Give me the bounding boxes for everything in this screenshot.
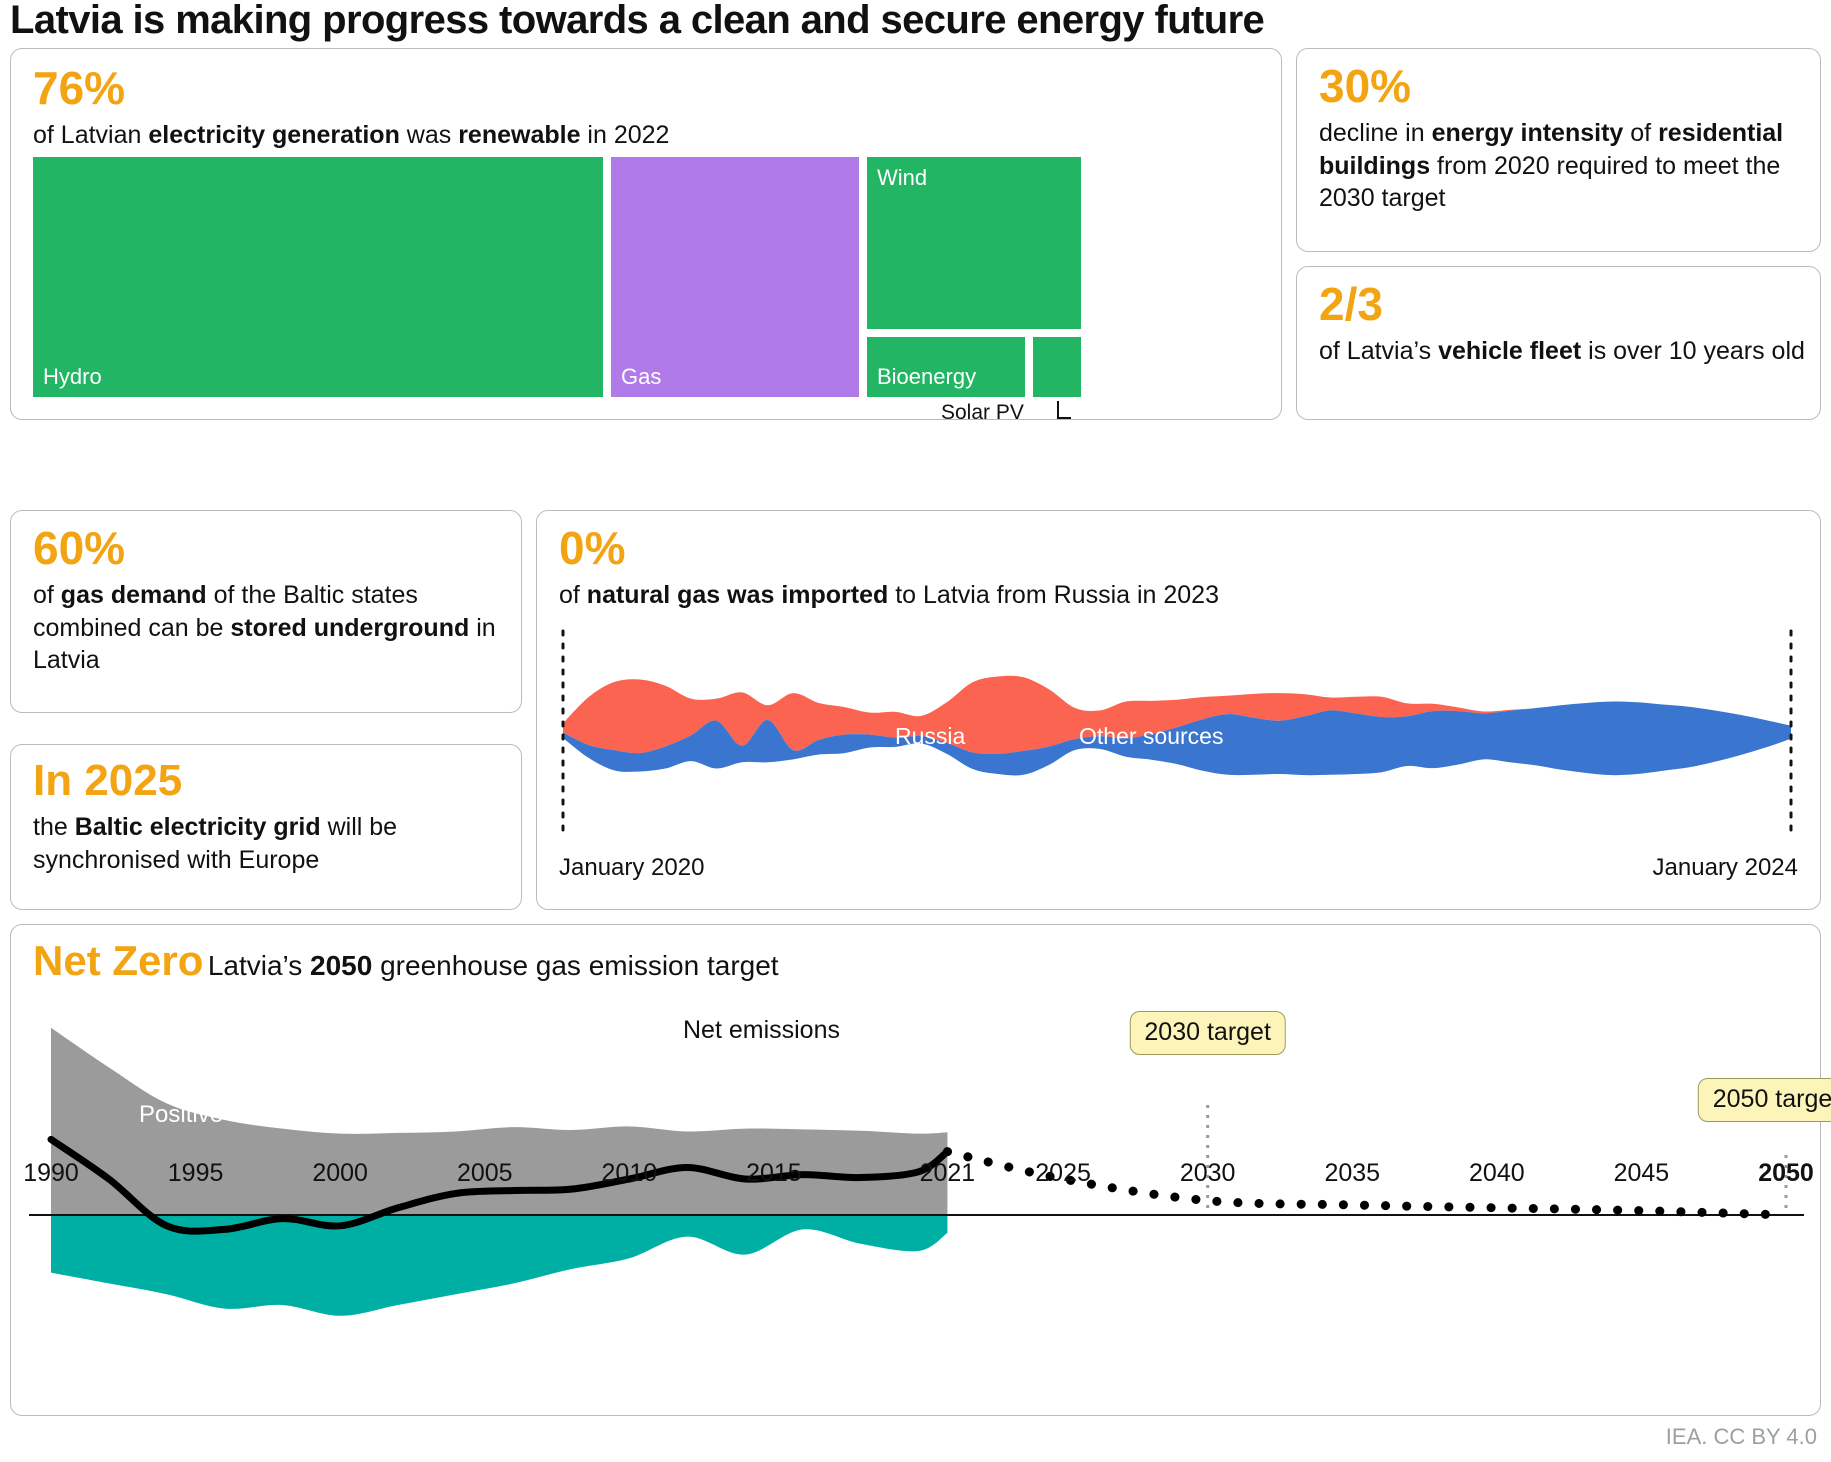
stat-russian-gas-share: 0% <box>559 522 626 574</box>
streamgraph-svg <box>561 629 1793 833</box>
card-gas-storage: 60% of gas demand of the Baltic states c… <box>10 510 522 713</box>
net-zero-chart <box>11 985 1822 1405</box>
stat-gas-storage-description: of gas demand of the Baltic states combi… <box>33 581 496 674</box>
badge-2030-target[interactable]: 2030 target <box>1129 1011 1286 1055</box>
x-tick-2015: 2015 <box>746 1159 802 1187</box>
treemap-label-hydro: Hydro <box>43 364 102 389</box>
solar-pv-leader-line <box>1057 401 1071 419</box>
card-baltic-grid: In 2025 the Baltic electricity grid will… <box>10 744 522 910</box>
treemap-label-solar-pv: Solar PV <box>941 401 1024 424</box>
stat-vehicle-fleet-description: of Latvia’s vehicle fleet is over 10 yea… <box>1319 337 1805 365</box>
x-tick-1995: 1995 <box>167 1159 224 1187</box>
treemap-cell-solar-pv <box>1033 337 1081 397</box>
label-absorptions: Absorptions <box>99 1303 226 1330</box>
net-zero-x-axis: 1990 1995 2000 2005 2010 2015 2021 2025 2030 2035… <box>11 1159 1822 1193</box>
card-energy-intensity: 30% decline in energy intensity of resid… <box>1296 48 1821 252</box>
x-tick-2050: 2050 <box>1758 1159 1814 1187</box>
x-tick-2045: 2045 <box>1613 1159 1670 1187</box>
stat-renewable-description: of Latvian electricity generation was re… <box>33 121 670 149</box>
net-zero-stat: Net Zero <box>33 937 204 984</box>
x-tick-2040: 2040 <box>1469 1159 1525 1187</box>
x-tick-2021: 2021 <box>919 1159 976 1187</box>
treemap-electricity-generation: Hydro Gas Wind Bioenergy <box>33 157 1261 397</box>
treemap-cell-bioenergy: Bioenergy <box>867 337 1025 397</box>
stat-baltic-grid-description: the Baltic electricity grid will be sync… <box>33 813 398 874</box>
x-tick-2025: 2025 <box>1035 1159 1091 1187</box>
stat-russian-gas-description: of natural gas was imported to Latvia fr… <box>559 581 1219 609</box>
streamgraph-band-russia <box>563 675 1791 754</box>
label-positive-emissions: Positive emissions <box>139 1101 337 1128</box>
page-title: Latvia is making progress towards a clea… <box>10 0 1265 42</box>
net-zero-heading: Net Zero Latvia’s 2050 greenhouse gas em… <box>33 937 779 985</box>
line-net-emissions <box>47 1135 951 1235</box>
streamgraph-gas-imports <box>537 621 1822 841</box>
x-tick-1990: 1990 <box>23 1159 79 1187</box>
label-net-emissions: Net emissions <box>683 1016 840 1044</box>
card-vehicle-fleet: 2/3 of Latvia’s vehicle fleet is over 10… <box>1296 266 1821 420</box>
stat-baltic-grid: In 2025 <box>33 756 183 805</box>
stat-vehicle-fleet: 2/3 <box>1319 278 1383 330</box>
stream-label-russia: Russia <box>895 723 966 749</box>
credit-text: IEA. CC BY 4.0 <box>1665 1424 1817 1449</box>
area-absorptions <box>51 1215 948 1316</box>
treemap-cell-gas: Gas <box>611 157 859 397</box>
x-tick-2030: 2030 <box>1179 1159 1236 1187</box>
stat-energy-intensity-description: decline in energy intensity of residenti… <box>1319 119 1784 212</box>
line-net-emissions-projection <box>942 1147 1791 1220</box>
stat-energy-intensity: 30% <box>1319 60 1412 112</box>
treemap-label-gas: Gas <box>621 364 662 389</box>
stream-xtick-start: January 2020 <box>559 854 705 881</box>
x-tick-2000: 2000 <box>312 1159 368 1187</box>
x-tick-2010: 2010 <box>601 1159 658 1187</box>
card-net-zero: Net Zero Latvia’s 2050 greenhouse gas em… <box>10 924 1831 1416</box>
stream-xtick-end: January 2024 <box>1652 854 1798 881</box>
streamgraph-band-other-sources <box>563 701 1791 776</box>
treemap-cell-wind: Wind <box>867 157 1081 329</box>
x-tick-2035: 2035 <box>1324 1159 1381 1187</box>
net-zero-subtitle: Latvia’s 2050 greenhouse gas emission ta… <box>207 950 779 981</box>
area-positive-emissions <box>51 1027 948 1215</box>
card-gas-imports: 0% of natural gas was imported to Latvia… <box>536 510 1821 910</box>
stat-gas-storage: 60% <box>33 522 126 574</box>
net-zero-svg <box>29 1027 1804 1316</box>
card-renewable-generation: 76% of Latvian electricity generation wa… <box>10 48 1282 424</box>
stat-renewable-share: 76% <box>33 62 126 114</box>
stream-label-other-sources: Other sources <box>1079 723 1224 749</box>
treemap-label-wind: Wind <box>877 165 928 190</box>
x-tick-2005: 2005 <box>456 1159 513 1187</box>
treemap-cell-hydro: Hydro <box>33 157 603 397</box>
treemap-label-bioenergy: Bioenergy <box>877 364 977 389</box>
badge-2050-target[interactable]: 2050 target <box>1697 1078 1831 1122</box>
